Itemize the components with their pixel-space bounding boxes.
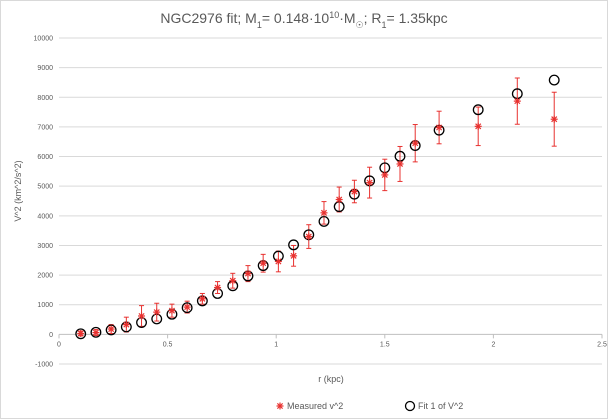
measured-point [229, 277, 237, 285]
measured-point [474, 122, 482, 130]
measured-point [168, 307, 176, 315]
legend-fit-label: Fit 1 of V^2 [418, 401, 463, 411]
measured-point [259, 259, 267, 267]
measured-point [305, 233, 313, 241]
marker-stroke [153, 309, 160, 316]
x-axis-label: r (kpc) [318, 374, 344, 384]
x-tick-label: 2 [491, 341, 495, 348]
marker-stroke [436, 124, 443, 131]
axes: -1000 0 1000 2000 3000 4000 5000 6000 7000 8000 90… [34, 36, 607, 369]
error-bars [78, 77, 557, 337]
measured-point [107, 325, 115, 333]
fit-point [318, 215, 330, 227]
x-tick-label: 1 [274, 341, 278, 348]
marker-stroke [336, 196, 343, 203]
measured-point [138, 312, 146, 320]
fit-point [105, 324, 117, 336]
gridlines [59, 37, 602, 365]
legend-asterisk-icon [276, 402, 284, 410]
measured-point [244, 270, 252, 278]
measured-point [396, 160, 404, 168]
x-tick-label: 0 [57, 341, 61, 348]
measured-point [550, 115, 558, 123]
marker-stroke [276, 402, 284, 410]
y-tick-label: 4000 [37, 213, 53, 220]
x-tick-label: 2.5 [597, 341, 607, 348]
marker-stroke [184, 304, 191, 311]
marker-stroke [123, 321, 130, 328]
x-tick-label: 1.5 [380, 341, 390, 348]
fit-point [90, 326, 102, 338]
marker-stroke [514, 98, 521, 105]
measured-point [411, 139, 419, 147]
legend: Measured v^2 Fit 1 of V^2 [276, 400, 463, 412]
marker-stroke [229, 277, 236, 284]
chart-title: NGC2976 fit; M1= 0.148·1010·M☉; R1= 1.35… [160, 10, 447, 30]
y-tick-label: 10000 [34, 36, 54, 43]
fit-point [472, 104, 484, 116]
marker-stroke [412, 140, 419, 147]
marker-stroke [351, 188, 358, 195]
marker-stroke [305, 233, 312, 240]
measured-point [198, 295, 206, 303]
fit-point [548, 74, 560, 86]
legend-measured-marker [276, 402, 284, 410]
y-tick-label: -1000 [35, 362, 53, 369]
marker-stroke [396, 160, 404, 168]
y-tick-label: 2000 [37, 273, 53, 280]
marker-stroke [320, 209, 328, 216]
measured-point [320, 209, 328, 217]
fit-point [75, 328, 87, 340]
y-tick-label: 0 [49, 332, 53, 339]
measured-point [183, 303, 191, 311]
y-tick-label: 8000 [37, 95, 53, 102]
y-tick-label: 5000 [37, 184, 53, 191]
measured-point [214, 284, 222, 292]
marker-stroke [92, 329, 99, 336]
fit-point [288, 239, 300, 251]
measured-point [122, 321, 130, 329]
legend-circle-icon [404, 400, 416, 412]
measured-point [435, 124, 443, 132]
fit-point [181, 302, 193, 314]
measured-point [350, 188, 358, 196]
marker-stroke [138, 312, 145, 320]
legend-fit-marker [404, 400, 416, 412]
measured-point [274, 257, 282, 265]
y-tick-label: 7000 [37, 124, 53, 131]
marker-stroke [77, 330, 84, 337]
y-tick-label: 9000 [37, 65, 53, 72]
marker-stroke [275, 258, 282, 265]
marker-stroke [168, 307, 175, 314]
marker-stroke [108, 325, 115, 333]
measured-point [290, 252, 298, 260]
measured-point [77, 329, 85, 337]
measured-point [513, 97, 521, 105]
marker-stroke [244, 270, 252, 277]
marker-stroke [199, 295, 206, 302]
marker-stroke [381, 171, 388, 178]
marker-stroke [214, 284, 221, 291]
marker-stroke [290, 252, 297, 259]
marker-stroke [475, 123, 482, 130]
y-tick-label: 1000 [37, 302, 53, 309]
marker-stroke [260, 260, 267, 267]
measured-point [153, 308, 161, 316]
x-tick-label: 0.5 [163, 341, 173, 348]
measured-point [381, 171, 389, 179]
y-tick-label: 6000 [37, 154, 53, 161]
measured-point [92, 329, 100, 337]
marker-stroke [551, 116, 558, 123]
fit-series [75, 74, 560, 340]
legend-measured-label: Measured v^2 [287, 401, 343, 411]
marker-stroke [366, 179, 373, 186]
y-axis-label: V^2 (km^2/s^2) [13, 160, 23, 221]
measured-point [335, 196, 343, 204]
y-tick-label: 3000 [37, 243, 53, 250]
measured-point [366, 179, 374, 187]
measured-series [77, 97, 558, 337]
